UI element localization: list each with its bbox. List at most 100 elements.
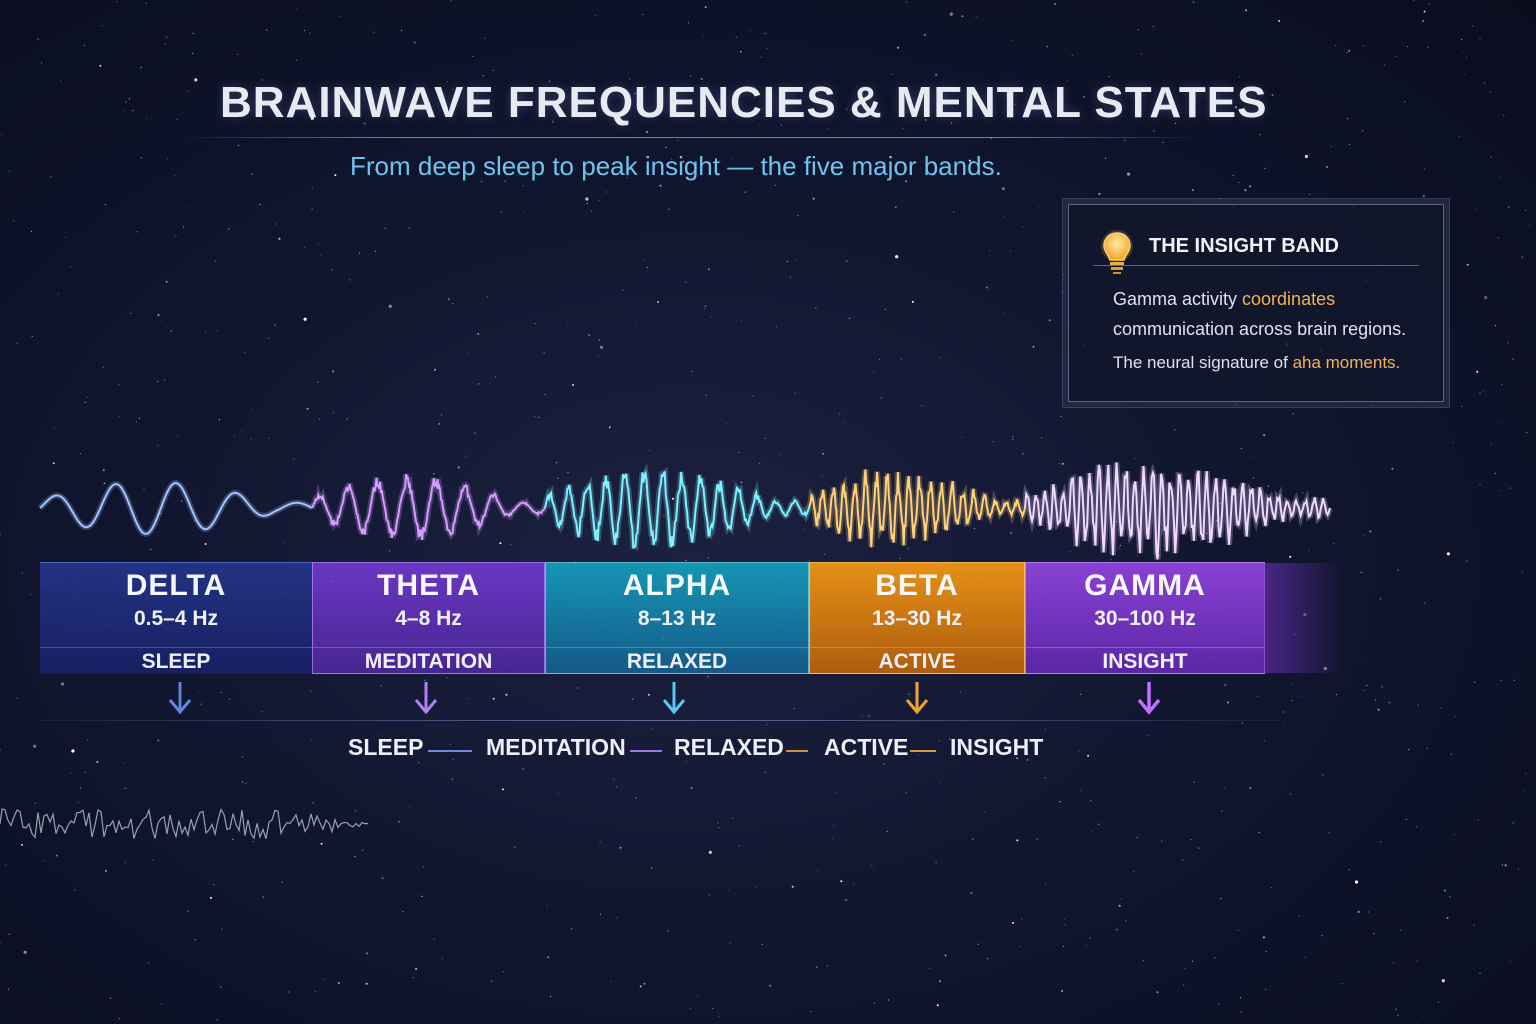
- star: [57, 293, 60, 295]
- star: [1037, 522, 1040, 524]
- star: [1104, 157, 1107, 159]
- star: [1335, 693, 1337, 696]
- star: [1423, 1016, 1425, 1018]
- star: [897, 46, 899, 49]
- star: [0, 942, 1, 944]
- star: [234, 435, 236, 437]
- star: [944, 954, 947, 957]
- star: [1233, 486, 1235, 488]
- star: [474, 432, 476, 434]
- star: [1464, 73, 1466, 75]
- star: [268, 437, 270, 439]
- star: [879, 358, 881, 360]
- star: [312, 801, 315, 804]
- star: [16, 342, 18, 344]
- star: [268, 337, 270, 339]
- star: [1494, 472, 1496, 475]
- progression-insight: INSIGHT: [950, 734, 1044, 760]
- star: [165, 36, 168, 39]
- star: [7, 988, 9, 990]
- star: [1328, 832, 1330, 834]
- star: [1291, 699, 1293, 702]
- star: [245, 782, 248, 785]
- star: [907, 547, 909, 549]
- star: [766, 48, 768, 50]
- star: [1404, 101, 1406, 103]
- star: [451, 778, 453, 780]
- star: [975, 16, 977, 18]
- star: [303, 29, 306, 32]
- star: [317, 381, 319, 383]
- progression-relaxed: RELAXED: [674, 734, 784, 760]
- star: [70, 772, 72, 774]
- star: [939, 781, 941, 783]
- star: [1473, 924, 1475, 926]
- star: [1224, 684, 1226, 686]
- star: [1253, 456, 1255, 458]
- star: [1369, 530, 1372, 533]
- star: [1322, 774, 1324, 776]
- star: [1298, 915, 1300, 917]
- star: [40, 62, 43, 64]
- star: [702, 34, 704, 36]
- arrow-down-icon-theta: [414, 682, 438, 715]
- star: [1089, 937, 1091, 939]
- star: [207, 119, 209, 121]
- star: [1124, 139, 1126, 141]
- star: [1108, 75, 1110, 78]
- star: [317, 243, 319, 245]
- star: [412, 977, 414, 979]
- star: [900, 358, 903, 360]
- star: [1142, 960, 1144, 962]
- star: [1400, 929, 1402, 931]
- star: [610, 981, 612, 983]
- lightbulb-icon: [1101, 230, 1133, 274]
- star: [905, 792, 908, 794]
- star: [1392, 962, 1394, 964]
- star: [365, 982, 368, 985]
- star: [1220, 503, 1222, 505]
- star: [1405, 818, 1407, 821]
- star: [52, 462, 55, 465]
- star: [758, 462, 760, 464]
- star: [102, 366, 104, 368]
- band-theta-name: THETA: [377, 569, 480, 602]
- star: [1484, 296, 1488, 300]
- star: [213, 884, 215, 886]
- star: [1061, 462, 1064, 465]
- star: [1263, 740, 1265, 742]
- star: [1454, 833, 1456, 835]
- star: [708, 894, 710, 896]
- star: [186, 207, 188, 209]
- star: [663, 515, 665, 517]
- star: [464, 455, 466, 457]
- star: [550, 995, 552, 998]
- star: [354, 856, 356, 858]
- star: [685, 169, 687, 171]
- star: [136, 231, 138, 233]
- star: [735, 36, 737, 38]
- star: [871, 865, 873, 867]
- star: [1223, 787, 1225, 789]
- callout-divider: [1093, 265, 1419, 266]
- star: [1022, 453, 1024, 455]
- star: [160, 513, 162, 515]
- star: [567, 471, 569, 474]
- star: [167, 158, 169, 160]
- star: [738, 451, 740, 453]
- band-delta-name: DELTA: [125, 569, 227, 602]
- star: [1413, 0, 1415, 1]
- arrow-down-icon-beta: [905, 682, 929, 715]
- star: [727, 889, 730, 892]
- star: [1446, 552, 1450, 556]
- star: [1066, 80, 1068, 82]
- star: [79, 787, 81, 789]
- star: [1362, 130, 1364, 132]
- star: [588, 334, 591, 337]
- star: [905, 180, 908, 183]
- star: [659, 184, 662, 187]
- star: [157, 380, 159, 383]
- star: [1509, 961, 1511, 963]
- star: [331, 269, 333, 271]
- star: [1118, 547, 1120, 549]
